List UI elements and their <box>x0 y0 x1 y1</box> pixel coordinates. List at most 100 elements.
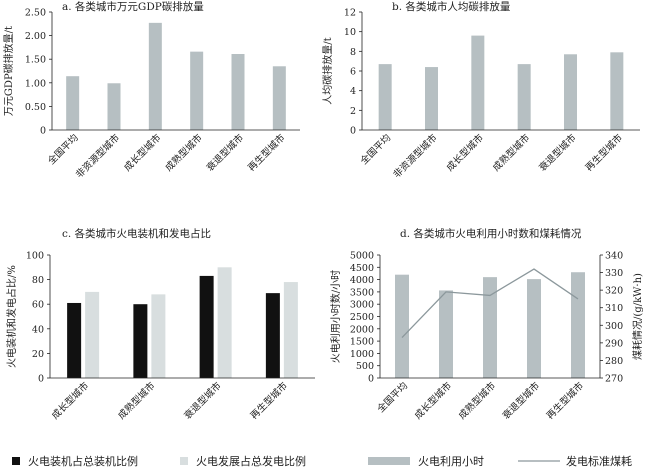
y-tick-label-d: 0 <box>368 374 374 385</box>
x-tick-label-b: 非资源型城市 <box>391 131 440 180</box>
y2-tick-label-d: 330 <box>605 268 623 279</box>
y-tick-label-b: 12 <box>344 8 356 19</box>
y-tick-label-d: 2500 <box>350 312 374 323</box>
x-tick-label-b: 全国平均 <box>358 132 393 167</box>
y-axis-label-c: 火电装机和发电占比/% <box>5 265 18 368</box>
x-tick-label-d: 衰退型城市 <box>500 379 542 421</box>
chart-title-a: a. 各类城市万元GDP碳排放量 <box>62 0 204 13</box>
bar-d-hours <box>527 279 541 378</box>
y-tick-label-a: 1.50 <box>25 55 46 66</box>
y-axis-label-d: 火电利用小时数/小时 <box>329 270 342 363</box>
bar-b <box>517 64 531 130</box>
x-tick-label-c: 衰退型城市 <box>182 379 224 421</box>
bar-c-series-1 <box>199 275 214 378</box>
legend-swatch-black-square <box>12 457 20 465</box>
bar-c-series-2 <box>151 294 166 378</box>
x-tick-label-a: 全国平均 <box>45 132 80 167</box>
legend-swatch-gray-rect <box>368 457 410 465</box>
legend-label-2: 火电发展占总发电比例 <box>196 454 306 468</box>
y-tick-label-b: 2 <box>350 106 356 117</box>
bar-d-hours <box>571 272 585 378</box>
bar-a <box>148 22 162 130</box>
bar-b <box>378 64 392 130</box>
bar-a <box>231 54 245 131</box>
bar-a <box>107 83 121 130</box>
y-tick-label-b: 10 <box>344 27 356 38</box>
bar-b <box>610 52 624 130</box>
bar-a <box>66 76 80 130</box>
legend-label-4: 发电标准煤耗 <box>566 454 632 468</box>
x-tick-label-c: 成长型城市 <box>49 379 91 421</box>
x-tick-label-a: 成熟型城市 <box>163 131 205 173</box>
y-axis-label-d2: 煤耗情况/(g/kW·h) <box>631 273 644 360</box>
y2-tick-label-d: 270 <box>605 374 623 385</box>
y-tick-label-c: 100 <box>26 251 44 262</box>
y2-tick-label-d: 340 <box>605 251 623 262</box>
bar-d-hours <box>439 290 453 378</box>
y-tick-label-c: 0 <box>38 374 44 385</box>
y-axis-label-b: 人均碳排放量/t <box>321 37 334 104</box>
y-tick-label-d: 3500 <box>350 287 374 298</box>
bar-b <box>471 35 485 130</box>
bar-b <box>564 54 577 130</box>
y-tick-label-a: 2.50 <box>25 8 46 19</box>
y-tick-label-c: 80 <box>32 275 44 286</box>
y2-tick-label-d: 290 <box>605 338 623 349</box>
x-tick-label-b: 成熟型城市 <box>490 131 532 173</box>
bar-d-hours <box>483 277 497 378</box>
x-tick-label-d: 成熟型城市 <box>456 379 498 421</box>
y-axis-label-a: 万元GDP碳排放量/t <box>2 26 15 116</box>
y-tick-label-b: 0 <box>350 126 356 137</box>
y-tick-label-b: 4 <box>350 86 356 97</box>
bar-c-series-2 <box>283 282 298 378</box>
x-tick-label-a: 再生型城市 <box>245 131 287 173</box>
line-d-coal <box>401 268 579 339</box>
x-tick-label-d: 成长型城市 <box>412 379 454 421</box>
x-tick-label-d: 全国平均 <box>375 380 410 415</box>
y-tick-label-d: 4500 <box>350 263 374 274</box>
x-tick-label-b: 再生型城市 <box>583 131 625 173</box>
y-tick-label-c: 60 <box>32 300 44 311</box>
bar-b <box>425 67 438 130</box>
y2-tick-label-d: 300 <box>605 321 623 332</box>
x-tick-label-a: 成长型城市 <box>121 131 163 173</box>
x-tick-label-d: 再生型城市 <box>544 379 586 421</box>
y-tick-label-d: 2000 <box>350 324 374 335</box>
bar-d-hours <box>395 274 409 378</box>
bar-c-series-1 <box>133 304 148 378</box>
x-tick-label-c: 再生型城市 <box>248 379 290 421</box>
x-tick-label-b: 衰退型城市 <box>537 131 579 173</box>
y-tick-label-d: 500 <box>356 361 374 372</box>
legend-label-3: 火电利用小时 <box>418 455 484 468</box>
chart-panel-c: c. 各类城市火电装机和发电占比 0 20 40 60 80 100 成长型城市 成熟型城市衰… <box>5 227 315 422</box>
chart-title-b: b. 各类城市人均碳排放量 <box>392 0 511 13</box>
y-tick-label-b: 6 <box>350 67 356 78</box>
y2-tick-label-d: 280 <box>605 356 623 367</box>
y-tick-label-c: 20 <box>32 349 44 360</box>
bar-c-series-2 <box>217 267 232 378</box>
legend: 火电装机占总装机比例 火电发展占总发电比例 火电利用小时 发电标准煤耗 <box>12 454 632 468</box>
x-tick-label-b: 成长型城市 <box>444 131 486 173</box>
x-tick-label-c: 成熟型城市 <box>115 379 157 421</box>
y-tick-label-d: 1500 <box>350 337 374 348</box>
bar-c-series-1 <box>67 302 82 378</box>
y-tick-label-a: 0 <box>40 126 46 137</box>
y-tick-label-a: 1.00 <box>25 78 46 89</box>
bar-c-series-1 <box>265 293 280 378</box>
legend-label-1: 火电装机占总装机比例 <box>28 454 138 468</box>
x-tick-label-a: 非资源型城市 <box>73 131 122 180</box>
y-tick-label-d: 3000 <box>350 300 374 311</box>
chart-title-d: d. 各类城市火电利用小时数和煤耗情况 <box>400 227 582 240</box>
y2-tick-label-d: 320 <box>605 286 623 297</box>
y-tick-label-d: 1000 <box>350 349 374 360</box>
x-tick-label-a: 衰退型城市 <box>204 131 246 173</box>
chart-panel-a: a. 各类城市万元GDP碳排放量 0 0.50 1.00 1.50 2.00 2.50 全国… <box>2 0 300 180</box>
y-tick-label-b: 8 <box>350 47 356 58</box>
bar-a <box>272 66 286 130</box>
bar-a <box>190 51 204 131</box>
y-tick-label-d: 5000 <box>350 251 374 262</box>
legend-swatch-light-square <box>180 457 188 465</box>
